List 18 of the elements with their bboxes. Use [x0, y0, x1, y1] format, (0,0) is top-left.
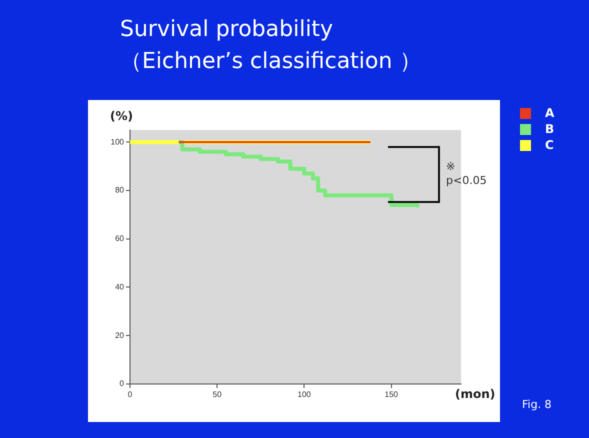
- y-tick-label: 60: [115, 234, 125, 244]
- y-axis-title: (%): [110, 109, 133, 123]
- y-tick-label: 0: [120, 379, 125, 388]
- x-axis-title: (mon): [455, 387, 496, 401]
- x-tick-label: 50: [212, 390, 222, 400]
- chart-title: Survival probability （Eichner’s classification ）: [120, 16, 422, 76]
- x-tick-label: 150: [384, 390, 399, 400]
- legend-label: C: [545, 138, 554, 152]
- y-tick-label: 40: [115, 282, 125, 292]
- annotation: ※ p<0.05: [446, 160, 487, 188]
- legend-label: A: [545, 106, 554, 120]
- caption: Fig. 8: [522, 398, 552, 411]
- y-tick-label: 100: [110, 137, 125, 146]
- legend-label: B: [545, 122, 554, 136]
- y-tick-label: 80: [115, 186, 125, 195]
- y-tick-label: 20: [115, 330, 125, 340]
- x-tick-label: 0: [128, 390, 133, 400]
- x-tick-label: 100: [298, 390, 312, 400]
